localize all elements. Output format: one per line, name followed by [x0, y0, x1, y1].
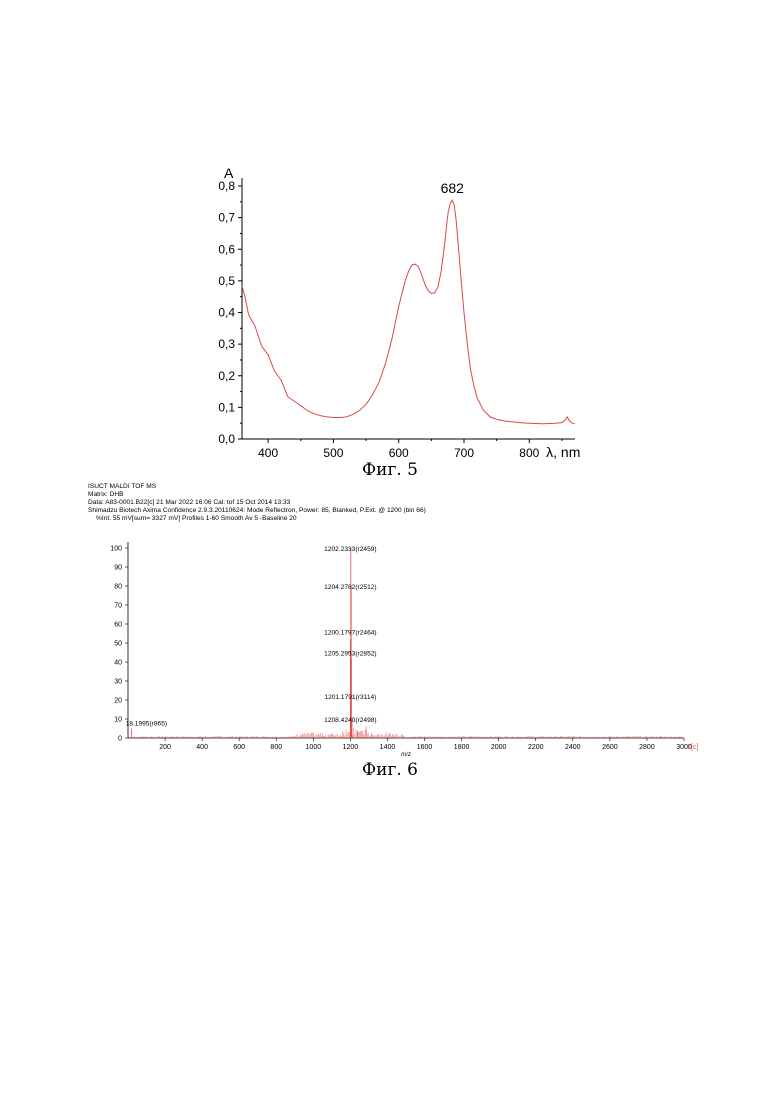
absorption-spectrum-chart: 0,0 0,1 0,2 0,3 0,4 0,5 0,6 0,7 0,8 400 500 600 700 8… [195, 162, 585, 462]
ms-baseline-noise [134, 729, 682, 739]
ms-peak-label: 1201.1791(r3114) [324, 694, 376, 701]
ms-y-tick-label: 0 [118, 736, 122, 743]
ms-x-tick-label: 2000 [491, 744, 507, 751]
uv-y-tick-label: 0,8 [218, 179, 235, 193]
ms-peak-label: 1208.4240(r2498) [324, 717, 376, 724]
uv-y-tick-label: 0,0 [218, 432, 235, 446]
uv-x-tick-label: 800 [519, 446, 539, 460]
uv-y-tick-label: 0,4 [218, 306, 235, 320]
ms-y-tick-label: 60 [114, 622, 122, 629]
ms-x-tick-label: 2200 [528, 744, 544, 751]
uv-x-tick-label: 700 [454, 446, 474, 460]
figure-6-caption: Фиг. 6 [0, 760, 780, 780]
ms-y-tick-label: 50 [114, 641, 122, 648]
ms-y-tick-label: 10 [114, 717, 122, 724]
ms-x-tick-label: 600 [233, 744, 245, 751]
ms-y-tick-label: 90 [114, 565, 122, 572]
ms-y-tick-label: 80 [114, 584, 122, 591]
ms-y-tick-label: 30 [114, 679, 122, 686]
ms-header-line: %Int. 55 mV[sum= 3327 mV] Profiles 1-60 … [96, 515, 297, 522]
mass-spectrum-chart: ISUCT MALDI TOF MSMatrix: DHBData: A83-0… [86, 476, 706, 766]
uv-absorbance-line [242, 200, 575, 424]
uv-y-tick-label: 0,3 [218, 337, 235, 351]
uv-y-tick-label: 0,2 [218, 369, 235, 383]
uv-peak-annotation: 682 [441, 180, 465, 196]
ms-y-tick-label: 100 [110, 546, 122, 553]
ms-header-line: Matrix: DHB [88, 491, 124, 498]
ms-peak-label: 1205.2953(r2852) [324, 651, 376, 658]
ms-header-block: ISUCT MALDI TOF MSMatrix: DHBData: A83-0… [88, 483, 426, 522]
ms-x-tick-label: 2600 [602, 744, 618, 751]
ms-peak-label: 1202.2333(r2459) [324, 546, 376, 553]
ms-x-tick-label: 400 [196, 744, 208, 751]
uv-y-tick-label: 0,6 [218, 242, 235, 256]
uv-x-tick-label: 600 [389, 446, 409, 460]
ms-peak-label: 1204.2782(r2512) [324, 584, 376, 591]
ms-x-tick-label: 1000 [306, 744, 322, 751]
ms-peak-label: 1200.1797(r2464) [324, 630, 376, 637]
ms-x-axis-label: m/z [401, 752, 411, 758]
ms-peak-labels: 18.1995(r865) 1200.1797(r2464) 1201.1791(r… [126, 546, 377, 728]
ms-x-tick-label: 2400 [565, 744, 581, 751]
uv-y-tick-label: 0,1 [218, 400, 235, 414]
ms-x-tick-label: 1400 [380, 744, 396, 751]
uv-y-axis-label: A [224, 165, 234, 181]
ms-y-tick-label: 20 [114, 698, 122, 705]
uv-y-tick-label: 0,7 [218, 211, 235, 225]
ms-axes: 0 10 20 30 40 50 60 70 80 90 100 200 400 600 800 1000 12… [110, 542, 692, 751]
ms-x-tick-label: 200 [159, 744, 171, 751]
ms-x-tick-label: 1200 [343, 744, 359, 751]
ms-noise-path [134, 729, 682, 739]
ms-x-tick-label: 800 [270, 744, 282, 751]
uv-x-axis-label: λ, nm [546, 444, 580, 460]
ms-y-tick-label: 40 [114, 660, 122, 667]
uv-x-tick-label: 400 [258, 446, 278, 460]
uv-axes: 0,0 0,1 0,2 0,3 0,4 0,5 0,6 0,7 0,8 400 500 600 700 8… [218, 178, 575, 460]
ms-header-line: Shimadzu Biotech Axima Confidence 2.9.3.… [88, 507, 426, 514]
ms-x-tick-label: 2800 [639, 744, 655, 751]
ms-x-unit-marker: 1[c] [687, 744, 698, 751]
ms-x-tick-label: 1800 [454, 744, 470, 751]
ms-header-line: ISUCT MALDI TOF MS [88, 483, 157, 490]
uv-plot-area [242, 200, 575, 424]
ms-peak-label: 18.1995(r865) [126, 721, 167, 728]
uv-y-tick-label: 0,5 [218, 274, 235, 288]
ms-peaks [131, 548, 366, 738]
uv-x-tick-label: 500 [323, 446, 343, 460]
ms-y-tick-label: 70 [114, 603, 122, 610]
ms-x-tick-label: 1600 [417, 744, 433, 751]
ms-header-line: Data: A83-0001.B22[c] 21 Mar 2022 16:06 … [88, 499, 291, 506]
